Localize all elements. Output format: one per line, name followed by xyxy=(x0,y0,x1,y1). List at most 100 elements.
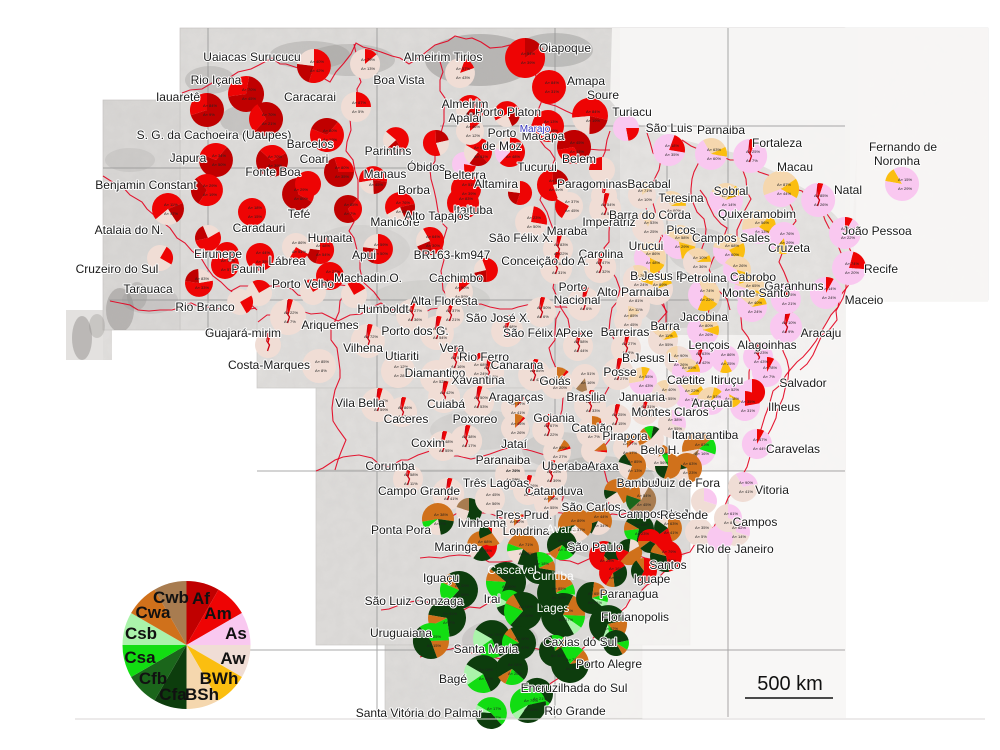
svg-text:Irai: Irai xyxy=(484,592,501,606)
svg-text:Machadin.O.: Machadin.O. xyxy=(334,271,402,285)
svg-text:Cfb: Cfb xyxy=(139,669,167,688)
svg-text:Porto Platon: Porto Platon xyxy=(475,105,541,119)
svg-text:A» 53%: A» 53% xyxy=(644,220,658,225)
svg-text:Oiapoque: Oiapoque xyxy=(539,41,591,55)
svg-text:Caxias do Sul: Caxias do Sul xyxy=(543,635,617,649)
svg-text:A» 26%: A» 26% xyxy=(533,687,547,692)
svg-text:A» 71%: A» 71% xyxy=(604,617,618,622)
svg-text:A» 23%: A» 23% xyxy=(754,350,768,355)
svg-text:Belem: Belem xyxy=(562,152,596,166)
svg-text:A« 29%: A« 29% xyxy=(780,240,794,245)
svg-text:Coari: Coari xyxy=(300,152,329,166)
svg-text:A« 31%: A« 31% xyxy=(741,408,755,413)
svg-text:A» 12%: A» 12% xyxy=(394,364,408,369)
svg-text:A» 44%: A» 44% xyxy=(256,250,270,255)
svg-text:A« 52%: A« 52% xyxy=(604,626,618,631)
svg-text:A» 47%: A» 47% xyxy=(596,260,610,265)
svg-text:A» 50%: A» 50% xyxy=(484,365,498,370)
svg-text:A» 85%: A» 85% xyxy=(628,459,642,464)
svg-text:A» 29%: A» 29% xyxy=(203,183,217,188)
svg-text:A« 8%: A« 8% xyxy=(315,368,327,373)
svg-text:A» 65%: A» 65% xyxy=(558,538,572,543)
svg-text:São Félix X.: São Félix X. xyxy=(489,231,554,245)
svg-text:Corumba: Corumba xyxy=(365,459,415,473)
svg-text:A« 20%: A« 20% xyxy=(845,270,859,275)
svg-text:A« 26%: A« 26% xyxy=(508,671,522,676)
svg-text:A« 39%: A« 39% xyxy=(462,191,476,196)
svg-text:Rio Branco: Rio Branco xyxy=(175,300,235,314)
svg-text:A« 52%: A« 52% xyxy=(707,403,721,408)
svg-text:A« 33%: A« 33% xyxy=(195,285,209,290)
svg-text:Cuiabá: Cuiabá xyxy=(427,397,465,411)
svg-text:A» 25%: A» 25% xyxy=(427,634,441,639)
svg-text:A« 17%: A« 17% xyxy=(559,617,573,622)
svg-text:Monte Santo: Monte Santo xyxy=(722,286,790,300)
svg-text:A» 43%: A» 43% xyxy=(722,193,736,198)
svg-text:A« 45%: A« 45% xyxy=(746,292,760,297)
svg-text:Marajo: Marajo xyxy=(520,124,551,135)
svg-text:A» 64%: A» 64% xyxy=(426,234,440,239)
svg-text:A» 48%: A» 48% xyxy=(503,324,517,329)
svg-text:A« 7%: A« 7% xyxy=(434,521,446,526)
svg-text:A« 14%: A« 14% xyxy=(732,534,746,539)
svg-text:Xavantina: Xavantina xyxy=(451,373,505,387)
svg-text:A« 7%: A« 7% xyxy=(763,374,775,379)
svg-text:Avare: Avare xyxy=(546,522,577,536)
svg-text:A« 7%: A« 7% xyxy=(588,434,600,439)
svg-text:Apalai: Apalai xyxy=(448,111,481,125)
svg-text:A» 89%: A» 89% xyxy=(653,282,667,287)
svg-text:Manicoré: Manicoré xyxy=(370,215,420,229)
svg-text:A« 22%: A« 22% xyxy=(554,251,568,256)
svg-text:Belterra: Belterra xyxy=(444,168,486,182)
svg-text:A« 56%: A« 56% xyxy=(506,477,520,482)
svg-text:A« 48%: A« 48% xyxy=(725,396,739,401)
svg-text:A« 43%: A« 43% xyxy=(639,383,653,388)
svg-text:A« 26%: A« 26% xyxy=(814,202,828,207)
svg-text:Bambui: Bambui xyxy=(617,476,658,490)
svg-text:A« 45%: A« 45% xyxy=(565,208,579,213)
svg-text:A» 77%: A» 77% xyxy=(623,441,637,446)
svg-text:A« 52%: A« 52% xyxy=(433,379,447,384)
svg-text:A» 70%: A» 70% xyxy=(262,112,276,117)
svg-text:Jacobina: Jacobina xyxy=(680,310,728,324)
svg-text:A« 19%: A« 19% xyxy=(586,118,600,123)
svg-text:A« 58%: A« 58% xyxy=(466,111,480,116)
svg-text:Humboldt: Humboldt xyxy=(357,302,409,316)
svg-text:A» 85%: A» 85% xyxy=(814,193,828,198)
svg-text:São Luis: São Luis xyxy=(646,121,693,135)
svg-text:A« 30%: A« 30% xyxy=(426,243,440,248)
svg-text:A» 51%: A» 51% xyxy=(462,182,476,187)
svg-text:Conceição do A.: Conceição do A. xyxy=(501,254,588,268)
svg-text:Campos: Campos xyxy=(733,515,778,529)
svg-text:A» 40%: A» 40% xyxy=(515,636,529,641)
svg-text:Urucui: Urucui xyxy=(629,239,664,253)
svg-text:A« 31%: A« 31% xyxy=(545,89,559,94)
svg-text:A« 6%: A« 6% xyxy=(537,314,549,319)
svg-text:A» 15%: A» 15% xyxy=(898,177,912,182)
svg-text:Iguape: Iguape xyxy=(634,572,671,586)
svg-text:A« 9%: A« 9% xyxy=(203,112,215,117)
svg-text:A» 18%: A» 18% xyxy=(552,261,566,266)
svg-text:A» 25%: A» 25% xyxy=(612,412,626,417)
svg-text:A« 7%: A« 7% xyxy=(344,211,356,216)
svg-text:Pres.Prud.: Pres.Prud. xyxy=(496,508,553,522)
svg-text:Csb: Csb xyxy=(125,624,157,643)
svg-text:A« 55%: A« 55% xyxy=(659,342,673,347)
svg-text:A« 58%: A« 58% xyxy=(478,548,492,553)
svg-text:A» 62%: A» 62% xyxy=(732,525,746,530)
svg-text:A« 21%: A« 21% xyxy=(782,301,796,306)
svg-text:A» 14%: A» 14% xyxy=(519,604,533,609)
svg-text:A» 48%: A» 48% xyxy=(316,243,330,248)
svg-text:Lages: Lages xyxy=(537,601,570,615)
svg-text:A» 53%: A» 53% xyxy=(707,394,721,399)
svg-text:Guajará-mirim: Guajará-mirim xyxy=(205,326,281,340)
svg-text:A« 46%: A« 46% xyxy=(682,374,696,379)
svg-text:A« 56%: A« 56% xyxy=(601,211,615,216)
svg-text:A« 25%: A« 25% xyxy=(644,229,658,234)
svg-text:A» 74%: A» 74% xyxy=(845,261,859,266)
svg-text:Caracarai: Caracarai xyxy=(284,90,336,104)
svg-text:A« 21%: A« 21% xyxy=(533,696,547,701)
svg-text:A« 44%: A« 44% xyxy=(753,446,767,451)
svg-text:Alagoinhas: Alagoinhas xyxy=(737,338,796,352)
svg-text:Brasilia: Brasilia xyxy=(566,390,606,404)
